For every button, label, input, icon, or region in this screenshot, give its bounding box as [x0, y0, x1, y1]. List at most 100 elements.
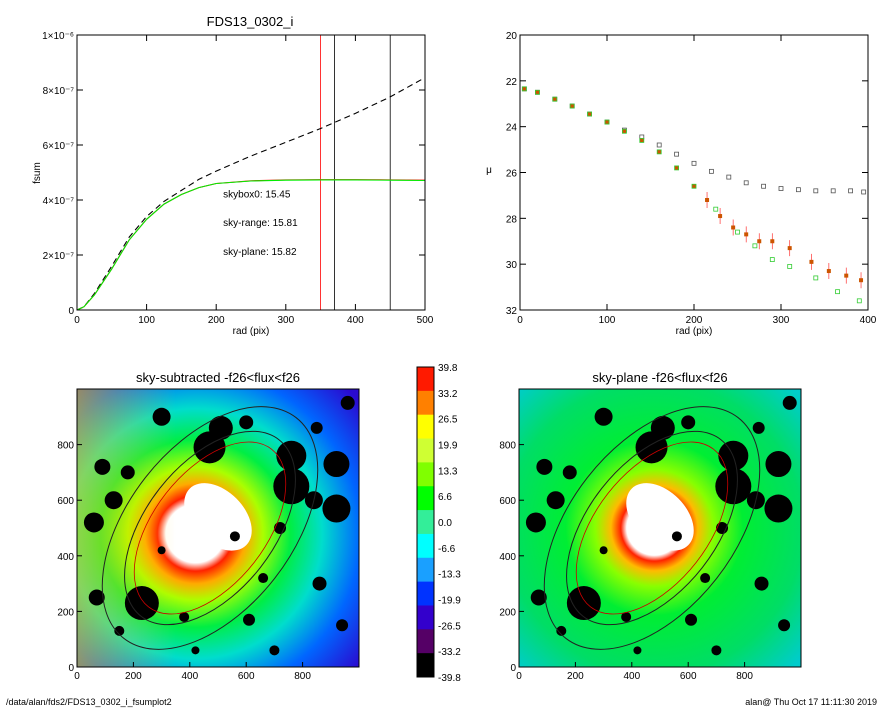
star-mask [715, 468, 752, 505]
star-mask [650, 415, 675, 440]
y-tick-label: 24 [506, 123, 518, 134]
profile-point [713, 206, 719, 212]
star-mask [229, 531, 240, 542]
star-mask [258, 573, 269, 584]
star-mask [239, 415, 254, 430]
star-mask [782, 395, 797, 410]
y-tick-label: 0 [510, 663, 516, 674]
profile-point [656, 149, 662, 155]
star-mask [310, 421, 323, 434]
profile-point [552, 97, 557, 102]
colorbar-swatch [417, 557, 434, 583]
footer-file-path: /data/alan/fds2/FDS13_0302_i_fsumplot2 [6, 697, 172, 707]
star-mask [322, 494, 351, 523]
star-mask [556, 625, 567, 636]
sb-plot-frame [519, 34, 869, 311]
profile-point [856, 298, 862, 304]
y-tick-label: 800 [499, 441, 516, 452]
profile-point [826, 269, 831, 274]
profile-point [709, 168, 714, 174]
profile-point [787, 246, 792, 251]
colorbar-frame [416, 366, 435, 678]
y-tick-label: 600 [57, 496, 74, 507]
star-mask [681, 415, 696, 430]
x-tick-label: 300 [773, 315, 790, 326]
profile-point [778, 186, 784, 191]
star-mask [546, 491, 565, 510]
y-tick-label: 200 [499, 607, 516, 618]
sky-plane-title: sky-plane -f26<flux<f26 [592, 370, 727, 385]
star-mask [191, 646, 200, 655]
x-tick-label: 200 [208, 315, 225, 326]
y-tick-label: 32 [506, 306, 518, 317]
y-tick-label: 0 [68, 663, 74, 674]
star-mask [208, 415, 233, 440]
aperture-lines [320, 35, 391, 310]
star-mask [273, 468, 310, 505]
profile-point [769, 257, 775, 262]
profile-point [830, 188, 836, 194]
fsum-series [76, 77, 426, 311]
star-mask [124, 586, 159, 621]
colorbar-swatch [417, 414, 434, 440]
x-tick-label: 400 [181, 671, 198, 682]
y-tick-label: 0 [68, 306, 74, 317]
profile-point [770, 239, 775, 244]
profile-point [844, 273, 849, 278]
x-tick-label: 200 [567, 671, 584, 682]
star-mask [536, 458, 553, 475]
profile-point [813, 188, 819, 194]
colorbar-swatch [417, 367, 434, 392]
fsum-axis-ticks: 0 100 200 300 400 500 0 2×10⁻⁷ 4×10⁻⁷ 6×10⁻⁷ 8×10⁻… [42, 31, 434, 326]
sky-subtracted-masks [83, 395, 355, 656]
sky-subtracted-frame [76, 388, 360, 668]
sky-plane-image: sky-plane -f26<flux<f26 00 200 200 400 400 60… [499, 370, 802, 682]
surface-brightness-series [521, 86, 867, 304]
star-mask [599, 546, 608, 555]
profile-point [718, 214, 723, 219]
star-mask [671, 531, 682, 542]
colorbar-swatch [417, 605, 434, 630]
x-tick-label: 800 [736, 671, 753, 682]
y-tick-label: 400 [499, 552, 516, 563]
y-tick-label: 8×10⁻⁷ [43, 86, 75, 97]
y-tick-label: 400 [57, 552, 74, 563]
profile-point [796, 187, 801, 193]
profile-point [657, 149, 662, 154]
x-tick-label: 400 [623, 671, 640, 682]
colorbar-swatch [417, 486, 434, 511]
sky-annotation: sky-plane: 15.82 [223, 247, 297, 258]
sky-plane-ellipses [543, 406, 761, 650]
profile-point [835, 289, 840, 295]
y-tick-label: 600 [499, 496, 516, 507]
colorbar-swatch [417, 462, 434, 487]
star-mask [83, 512, 104, 533]
profile-point [726, 174, 732, 180]
colorbar-swatch [417, 581, 434, 606]
star-mask [104, 491, 123, 510]
x-tick-label: 100 [599, 315, 616, 326]
profile-point [535, 89, 540, 95]
profile-point [731, 225, 736, 230]
star-mask [340, 395, 355, 410]
profile-point [622, 129, 627, 134]
sky-subtracted-ellipses [101, 406, 319, 650]
star-mask [336, 619, 349, 632]
star-mask [243, 613, 256, 626]
fsum-plot: FDS13_0302_i skybox0: 15.45 sky-range: 15… [32, 14, 434, 337]
profile-point [809, 259, 814, 264]
surface-brightness-plot: 0 100 200 300 400 20 22 24 26 28 30 32 rad (pix) μ [486, 31, 877, 337]
x-tick-label: 800 [294, 671, 311, 682]
x-tick-label: 600 [238, 671, 255, 682]
x-tick-label: 200 [125, 671, 142, 682]
colorbar-label: 26.5 [438, 415, 458, 426]
profile-point [861, 189, 867, 195]
sky-annotations: skybox0: 15.45 sky-range: 15.81 sky-plane:… [223, 189, 298, 258]
star-mask [530, 589, 547, 606]
profile-point [674, 165, 679, 170]
fsum-series-line [76, 179, 426, 311]
star-mask [94, 458, 111, 475]
y-tick-label: 28 [506, 214, 518, 225]
profile-point [691, 160, 697, 166]
sb-axis-ticks: 0 100 200 300 400 20 22 24 26 28 30 32 [506, 31, 877, 326]
